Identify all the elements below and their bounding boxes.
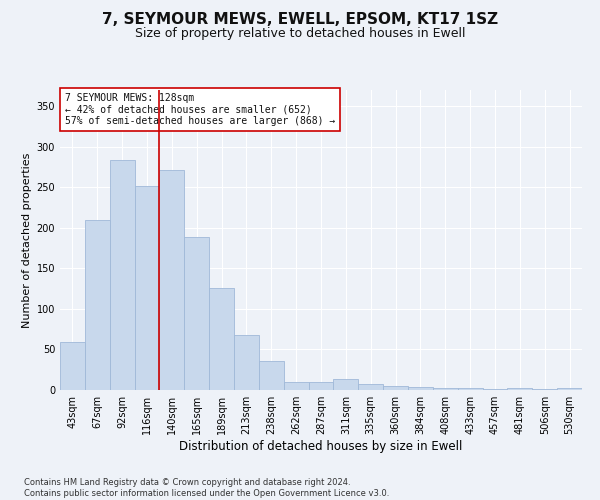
Bar [234, 335, 259, 390]
Bar [85, 220, 110, 390]
Bar [358, 384, 383, 390]
Bar [259, 361, 284, 390]
Bar [482, 389, 508, 390]
Bar [160, 170, 184, 390]
Bar [508, 388, 532, 390]
Bar [408, 387, 433, 390]
Bar [308, 382, 334, 390]
Bar [209, 288, 234, 390]
X-axis label: Distribution of detached houses by size in Ewell: Distribution of detached houses by size … [179, 440, 463, 453]
Bar [60, 342, 85, 390]
Bar [458, 388, 482, 390]
Bar [110, 160, 134, 390]
Bar [184, 237, 209, 390]
Bar [334, 380, 358, 390]
Bar [433, 388, 458, 390]
Text: 7 SEYMOUR MEWS: 128sqm
← 42% of detached houses are smaller (652)
57% of semi-de: 7 SEYMOUR MEWS: 128sqm ← 42% of detached… [65, 93, 335, 126]
Y-axis label: Number of detached properties: Number of detached properties [22, 152, 32, 328]
Bar [134, 186, 160, 390]
Text: Size of property relative to detached houses in Ewell: Size of property relative to detached ho… [135, 28, 465, 40]
Bar [532, 389, 557, 390]
Bar [557, 388, 582, 390]
Bar [383, 386, 408, 390]
Bar [284, 382, 308, 390]
Text: 7, SEYMOUR MEWS, EWELL, EPSOM, KT17 1SZ: 7, SEYMOUR MEWS, EWELL, EPSOM, KT17 1SZ [102, 12, 498, 28]
Text: Contains HM Land Registry data © Crown copyright and database right 2024.
Contai: Contains HM Land Registry data © Crown c… [24, 478, 389, 498]
